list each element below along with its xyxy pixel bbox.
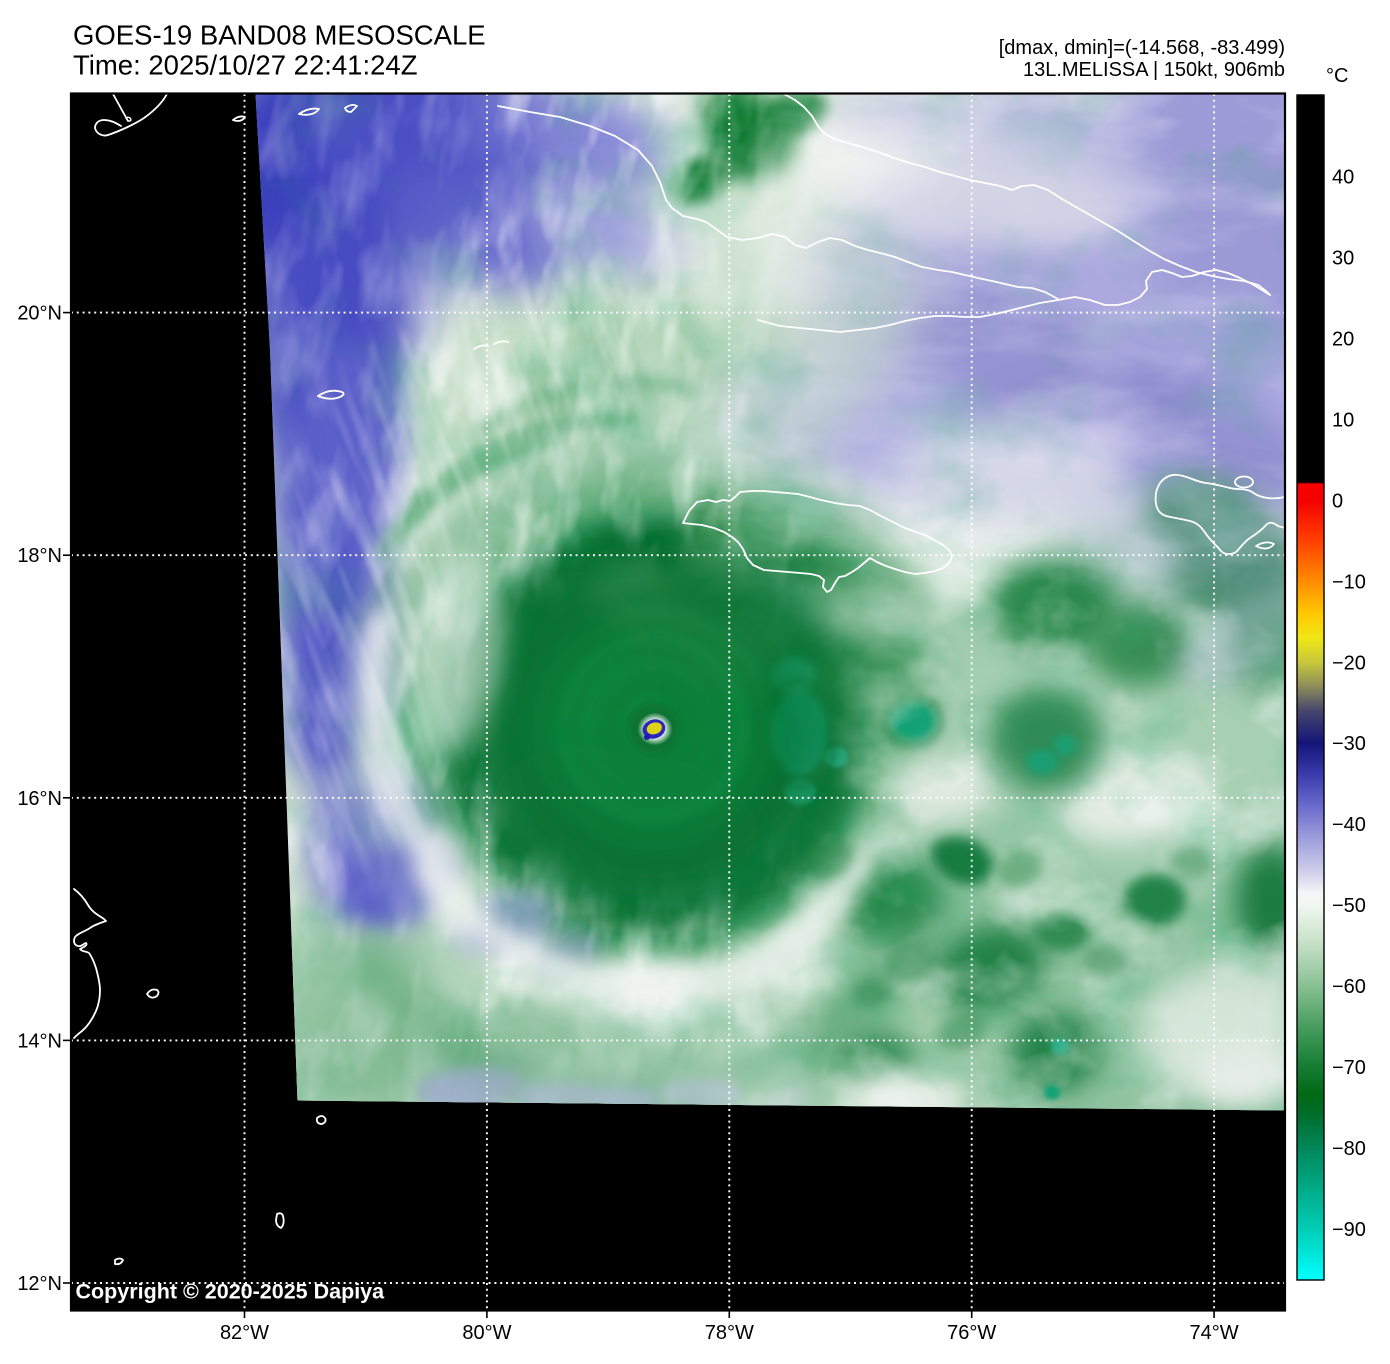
svg-text:20: 20 (1332, 329, 1354, 351)
svg-text:[dmax, dmin]=(-14.568, -83.499: [dmax, dmin]=(-14.568, -83.499) (999, 37, 1285, 59)
svg-text:82°W: 82°W (220, 1322, 269, 1344)
svg-text:−50: −50 (1332, 895, 1366, 917)
svg-text:76°W: 76°W (947, 1322, 996, 1344)
svg-text:°C: °C (1326, 65, 1348, 87)
svg-text:−70: −70 (1332, 1057, 1366, 1079)
svg-text:16°N: 16°N (17, 788, 62, 810)
svg-text:78°W: 78°W (705, 1322, 754, 1344)
svg-text:−30: −30 (1332, 733, 1366, 755)
svg-text:−90: −90 (1332, 1219, 1366, 1241)
svg-text:GOES-19 BAND08 MESOSCALE: GOES-19 BAND08 MESOSCALE (73, 20, 486, 51)
svg-text:Time: 2025/10/27 22:41:24Z: Time: 2025/10/27 22:41:24Z (73, 50, 418, 81)
svg-text:−20: −20 (1332, 652, 1366, 674)
svg-text:14°N: 14°N (17, 1030, 62, 1052)
svg-text:30: 30 (1332, 248, 1354, 270)
svg-text:80°W: 80°W (462, 1322, 511, 1344)
svg-text:Copyright © 2020-2025 Dapiya: Copyright © 2020-2025 Dapiya (76, 1280, 386, 1304)
svg-text:−10: −10 (1332, 571, 1366, 593)
svg-text:10: 10 (1332, 409, 1354, 431)
svg-text:13L.MELISSA | 150kt, 906mb: 13L.MELISSA | 150kt, 906mb (1023, 59, 1285, 81)
svg-text:20°N: 20°N (17, 303, 62, 325)
svg-text:−60: −60 (1332, 976, 1366, 998)
svg-text:74°W: 74°W (1190, 1322, 1239, 1344)
svg-text:−80: −80 (1332, 1138, 1366, 1160)
svg-text:18°N: 18°N (17, 545, 62, 567)
svg-text:0: 0 (1332, 490, 1343, 512)
svg-text:40: 40 (1332, 167, 1354, 189)
svg-text:12°N: 12°N (17, 1273, 62, 1295)
svg-text:−40: −40 (1332, 814, 1366, 836)
